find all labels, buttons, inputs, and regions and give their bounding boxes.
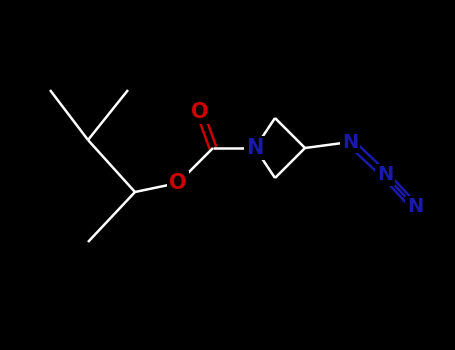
Text: O: O <box>191 102 209 122</box>
Text: O: O <box>169 173 187 193</box>
Text: N: N <box>342 133 358 152</box>
Text: N: N <box>246 138 264 158</box>
Text: N: N <box>377 166 393 184</box>
Text: N: N <box>407 197 423 217</box>
